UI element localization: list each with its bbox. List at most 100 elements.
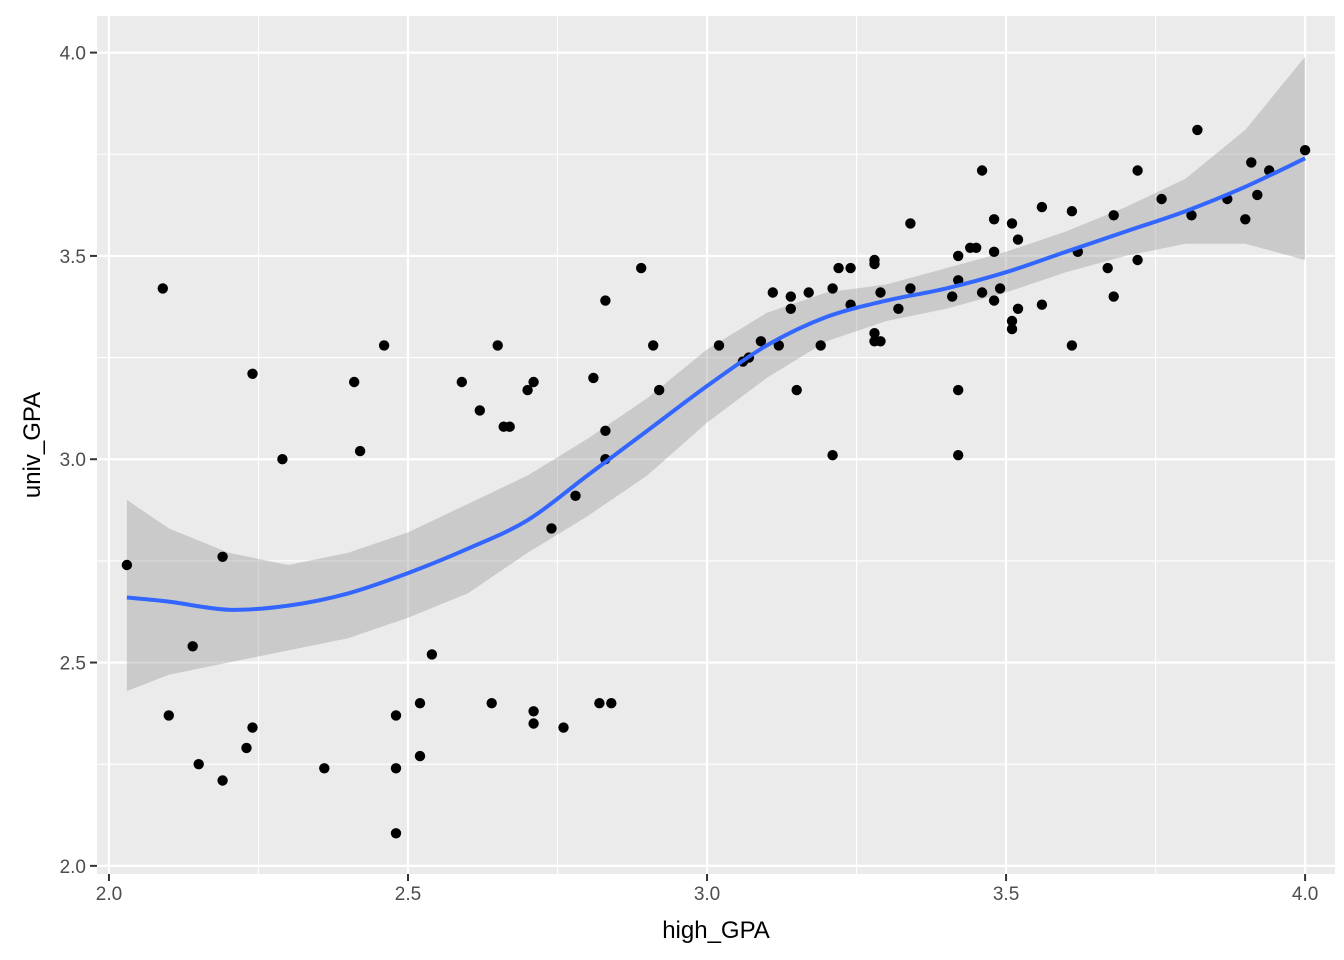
data-point [1156, 193, 1167, 205]
x-tick-label: 3.5 [993, 884, 1019, 905]
data-point [193, 759, 204, 770]
data-point [187, 641, 198, 652]
data-point [456, 376, 467, 388]
data-point [803, 287, 814, 298]
major-grid [97, 16, 1335, 874]
data-point [1036, 299, 1048, 310]
data-point [1132, 254, 1143, 266]
data-point [976, 165, 988, 176]
data-point [504, 421, 515, 432]
data-point [648, 340, 659, 351]
data-point [247, 368, 258, 379]
data-point [815, 340, 826, 351]
data-point [1186, 210, 1197, 221]
data-point [869, 328, 880, 339]
data-point [277, 454, 288, 465]
data-point [1246, 157, 1257, 168]
data-point [827, 283, 838, 294]
y-tick-label: 4.0 [60, 44, 86, 65]
x-tick-label: 2.5 [395, 884, 421, 905]
data-point [976, 287, 988, 298]
y-tick-label: 3.0 [60, 450, 86, 471]
data-point [349, 376, 360, 388]
data-point [528, 718, 539, 729]
data-point [713, 340, 725, 351]
data-point [121, 559, 133, 571]
data-point [905, 283, 916, 294]
data-point [1132, 165, 1143, 176]
data-point [1036, 201, 1048, 213]
data-point [869, 258, 880, 270]
data-point [241, 742, 252, 754]
data-point [1006, 315, 1018, 327]
data-point [953, 250, 964, 262]
data-point [994, 283, 1006, 294]
data-point [905, 218, 916, 229]
y-tick-label: 2.0 [60, 857, 86, 878]
y-tick-label: 3.5 [60, 247, 86, 268]
data-point [217, 551, 228, 562]
data-point [1012, 234, 1024, 245]
data-point [528, 706, 539, 717]
data-point [486, 698, 497, 709]
data-point [390, 828, 402, 839]
data-point [570, 490, 581, 501]
x-tick-label: 3.0 [694, 884, 720, 905]
data-point [414, 698, 426, 709]
data-point [1252, 189, 1263, 201]
data-point [755, 336, 767, 347]
plot-panel [97, 16, 1335, 874]
data-point [1192, 124, 1203, 136]
data-point [988, 246, 1000, 257]
data-point [528, 376, 539, 388]
data-point [319, 763, 330, 774]
data-point [636, 262, 647, 274]
data-point [791, 384, 802, 396]
y-axis-title: univ_GPA [19, 392, 46, 498]
data-point [953, 450, 964, 461]
data-points [121, 124, 1311, 839]
data-point [893, 303, 904, 314]
data-point [247, 722, 258, 733]
data-point [988, 214, 1000, 225]
data-point [163, 710, 174, 721]
data-point [558, 722, 569, 733]
data-point [414, 750, 426, 762]
data-point [378, 340, 390, 351]
data-point [785, 291, 796, 302]
y-axis: 2.0 2.5 3.0 3.5 4.0 [60, 44, 97, 878]
data-point [1102, 262, 1113, 274]
data-point [1108, 210, 1119, 221]
data-point [390, 763, 402, 774]
x-tick-label: 2.0 [96, 884, 122, 905]
data-point [845, 262, 856, 274]
data-point [833, 262, 844, 274]
data-point [474, 405, 485, 416]
data-point [390, 710, 402, 721]
x-axis: 2.0 2.5 3.0 3.5 4.0 [96, 874, 1318, 905]
confidence-ribbon [126, 56, 1306, 691]
data-point [947, 291, 958, 302]
data-point [588, 372, 599, 384]
minor-grid [97, 16, 1335, 874]
data-point [606, 698, 617, 709]
data-point [546, 523, 557, 534]
data-point [1012, 303, 1024, 314]
data-point [354, 445, 366, 457]
data-point [654, 384, 665, 396]
data-point [953, 384, 964, 396]
data-point [1006, 323, 1018, 335]
data-point [875, 287, 886, 298]
data-point [217, 775, 228, 786]
data-point [1299, 145, 1311, 156]
data-point [594, 698, 605, 709]
data-point [1006, 218, 1018, 229]
data-point [157, 283, 168, 294]
data-point [1066, 206, 1078, 217]
data-point [600, 425, 611, 436]
data-point [600, 295, 611, 306]
x-tick-label: 4.0 [1292, 884, 1318, 905]
data-point [426, 649, 438, 660]
smooth-line [126, 156, 1306, 612]
data-point [767, 287, 778, 298]
